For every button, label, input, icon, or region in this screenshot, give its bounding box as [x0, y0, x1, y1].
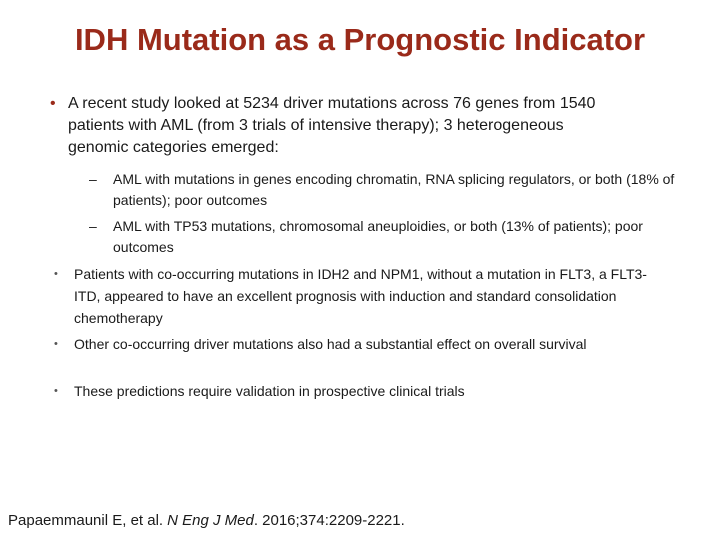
citation-journal: N Eng J Med	[167, 512, 254, 529]
sub-bullet: AML with mutations in genes encoding chr…	[89, 169, 688, 211]
bullet: Patients with co-occurring mutations in …	[54, 263, 664, 329]
citation-authors: Papaemmaunil E, et al.	[8, 512, 164, 529]
sub-bullet: AML with TP53 mutations, chromosomal ane…	[89, 216, 688, 258]
slide-title: IDH Mutation as a Prognostic Indicator	[74, 22, 646, 57]
bullet: These predictions require validation in …	[54, 380, 664, 402]
bullet: A recent study looked at 5234 driver mut…	[50, 93, 628, 159]
citation: Papaemmaunil E, et al. N Eng J Med. 2016;…	[8, 512, 405, 529]
bullet: Other co-occurring driver mutations also…	[54, 333, 664, 355]
citation-details: . 2016;374:2209-2221.	[253, 512, 405, 529]
